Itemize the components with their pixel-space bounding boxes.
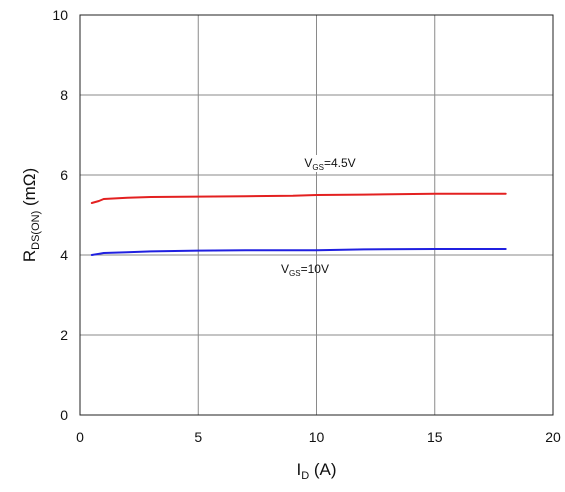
series-label-mask [278,155,382,172]
y-axis-label: RDS(ON) (mΩ) [20,168,42,262]
series-label-vgs-4-5v: VGS=4.5V [304,156,355,172]
x-axis-label: ID (A) [296,460,336,482]
y-tick-label: 8 [60,87,68,103]
series-group [90,192,507,256]
x-tick-label: 15 [427,429,443,445]
tick-labels: 0 5 10 15 20 0 2 4 6 8 10 [52,7,561,445]
y-tick-label: 2 [60,327,68,343]
series-label-background [278,155,382,172]
plot-frame [79,14,554,416]
series-line-0 [90,192,507,204]
y-tick-label: 10 [52,7,68,23]
series-line-1 [90,248,507,256]
x-tick-label: 10 [309,429,325,445]
y-tick-label: 6 [60,167,68,183]
x-tick-label: 0 [76,429,84,445]
y-tick-label: 0 [60,407,68,423]
series-label-vgs-10v: VGS=10V [281,262,329,278]
x-tick-label: 20 [545,429,561,445]
y-tick-label: 4 [60,247,68,263]
x-tick-label: 5 [194,429,202,445]
grid [79,14,554,416]
